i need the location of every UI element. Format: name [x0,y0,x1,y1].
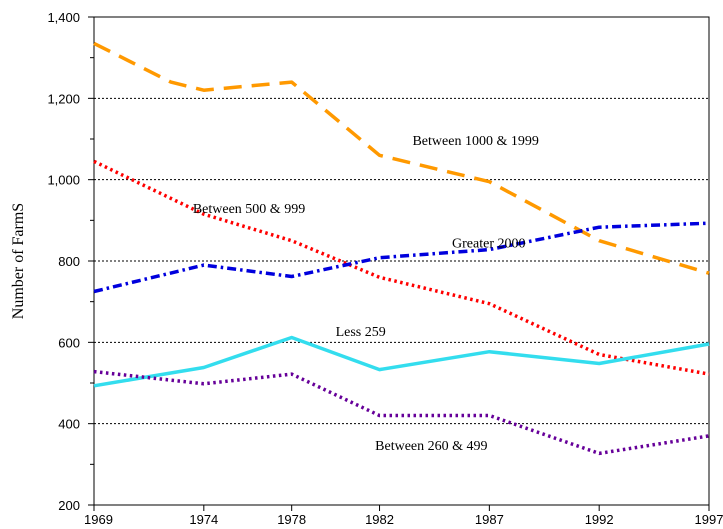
series-annotations: Between 1000 & 1999 Between 500 & 999 Grea… [193,134,539,454]
x-tick-label-1987: 1987 [475,512,504,527]
annotation-greater-2000: Greater 2000 [452,237,525,252]
series-line-between-1000-and-1999 [93,41,710,275]
y-tick-label-200: 200 [58,498,80,513]
x-tick-label-1982: 1982 [365,512,394,527]
x-tick-label-1978: 1978 [277,512,306,527]
y-tick-label-1200: 1,200 [47,91,80,106]
series-line-greater-2000 [93,221,710,294]
x-tick-labels: 1969 1974 1978 1982 1987 1992 1997 [84,512,723,527]
series-lines [93,41,710,456]
annotation-between-1000-and-1999: Between 1000 & 1999 [412,134,538,149]
y-axis-title: Number of FarmS [10,203,27,319]
x-tick-label-1974: 1974 [189,512,218,527]
x-tick-label-1997: 1997 [695,512,723,527]
y-tick-label-1400: 1,400 [47,10,80,25]
y-tick-label-400: 400 [58,417,80,432]
y-tick-labels: 200 400 600 800 1,000 1,200 1,400 [47,10,80,513]
y-tick-label-600: 600 [58,335,80,350]
axis-ticks [88,16,710,511]
series-line-between-500-and-999 [93,159,710,376]
x-tick-label-1992: 1992 [585,512,614,527]
annotation-less-259: Less 259 [336,325,386,340]
grid-lines [94,97,709,425]
series-line-less-259 [93,335,710,388]
annotation-between-500-and-999: Between 500 & 999 [193,202,305,217]
annotation-between-260-and-499: Between 260 & 499 [375,439,487,454]
x-tick-label-1969: 1969 [84,512,113,527]
y-tick-label-800: 800 [58,254,80,269]
y-tick-label-1000: 1,000 [47,173,80,188]
series-line-between-260-and-499 [93,369,710,456]
